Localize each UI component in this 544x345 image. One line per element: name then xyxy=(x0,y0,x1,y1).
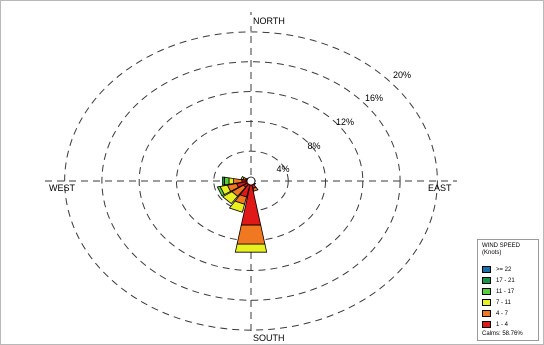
legend-title-line1: WIND SPEED xyxy=(482,243,521,249)
ring-label-4: 4% xyxy=(276,164,289,174)
legend-row: 17 - 21 xyxy=(482,276,515,285)
legend-label: 1 - 4 xyxy=(496,321,509,328)
south-label-bg xyxy=(250,332,286,343)
ring-16 xyxy=(101,61,401,301)
petal-sse-1 xyxy=(252,186,259,192)
west-label: WEST xyxy=(49,183,76,193)
legend-title: WIND SPEED (Knots) xyxy=(482,243,520,257)
ring-label-16: 16% xyxy=(365,93,383,103)
legend-calms: Calms: 58.76% xyxy=(482,331,523,337)
legend-swatch xyxy=(482,299,491,306)
petal-w-3 xyxy=(223,176,230,186)
east-label: EAST xyxy=(428,183,452,193)
legend-label: 17 - 21 xyxy=(496,277,515,284)
ring-label-8: 8% xyxy=(307,141,320,151)
north-label-bg xyxy=(250,15,286,26)
labels-layer: NORTH SOUTH WEST EAST 4% 8% 12% 16% 20% xyxy=(49,15,452,343)
legend-row: 7 - 11 xyxy=(482,298,511,307)
petals-layer xyxy=(216,176,268,253)
legend-label: >= 22 xyxy=(496,266,512,273)
calm-circle xyxy=(246,176,256,186)
legend-title-line2: (Knots) xyxy=(482,250,502,256)
legend-swatch xyxy=(482,277,491,284)
petal-sw-2 xyxy=(222,191,239,205)
legend-swatch xyxy=(482,310,491,317)
legend-row: 1 - 4 xyxy=(482,320,508,329)
legend-row: >= 22 xyxy=(482,265,511,274)
petal-ssw-2 xyxy=(228,200,246,213)
south-label: SOUTH xyxy=(253,333,285,343)
petal-s-1 xyxy=(236,224,266,245)
legend-row: 4 - 7 xyxy=(482,309,508,318)
petal-w-2 xyxy=(228,177,234,185)
legend-row: 11 - 17 xyxy=(482,287,514,296)
legend-label: 11 - 17 xyxy=(496,288,515,295)
legend-swatch xyxy=(482,266,491,273)
legend-label: 7 - 11 xyxy=(496,299,511,306)
north-label: NORTH xyxy=(253,16,285,26)
petal-s-2 xyxy=(234,243,268,253)
legend-swatch xyxy=(482,288,491,295)
ring-label-12: 12% xyxy=(336,117,354,127)
legend-label: 4 - 7 xyxy=(496,310,509,317)
petal-wnw-2 xyxy=(240,176,245,180)
legend: WIND SPEED (Knots) >= 22 17 - 21 11 - 17 7 … xyxy=(477,239,539,341)
legend-swatch xyxy=(482,321,491,328)
ring-label-20: 20% xyxy=(393,70,411,80)
petal-w-4 xyxy=(222,176,225,186)
petal-wsw-3 xyxy=(216,186,225,197)
